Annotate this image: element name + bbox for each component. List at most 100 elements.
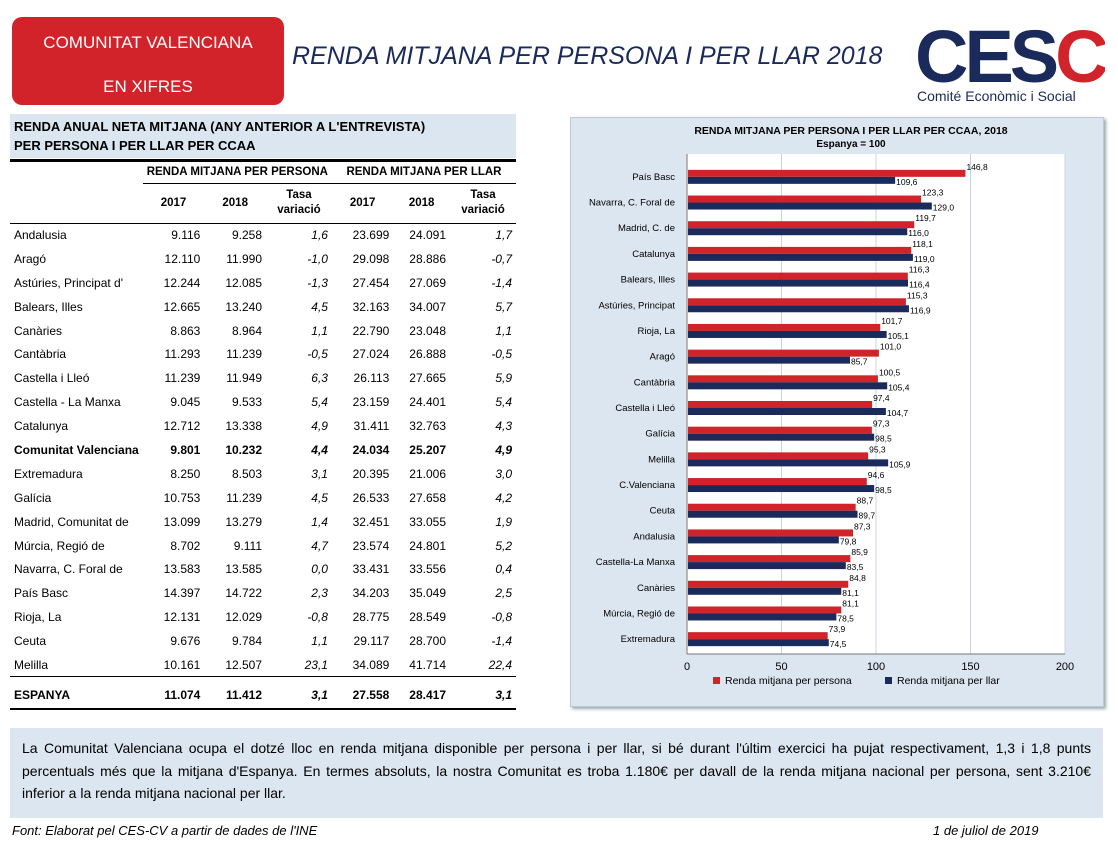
cell-p2018: 14.722 [225,586,263,601]
cell-p2017: 12.665 [163,299,201,314]
cell-l2018: 27.665 [409,371,446,386]
badge-line1: COMUNITAT VALENCIANA [43,33,253,52]
cell-name: Balears, Illes [14,299,83,314]
cell-pvar: 1,4 [311,514,328,529]
cell-l2018: 25.207 [409,442,446,457]
cell-l2018: 41.714 [409,657,446,672]
table-total-row: ESPANYA 11.074 11.412 3,1 27.558 28.417 3,1 [10,676,516,713]
cell-lvar: 0,4 [495,562,512,577]
cell-p2017: 12.712 [163,419,201,434]
data-label: 79,8 [840,536,857,546]
x-tick-label: 150 [961,661,979,673]
cell-pvar: -0,8 [307,610,328,625]
bar-persona [688,221,915,229]
bar-persona [688,452,869,460]
data-label: 97,3 [873,419,890,429]
cell-pvar: -0,5 [307,347,328,362]
category-label: País Basc [632,172,675,183]
table-row: Rioja, La 12.131 12.029 -0,8 28.775 28.549 -0,… [10,605,516,629]
cell-pvar: 1,1 [311,634,328,649]
category-label: Castella-La Manxa [596,557,676,568]
cell-l2017: 29.117 [353,634,390,649]
cell-lvar: -0,5 [491,347,512,362]
cell-name: Aragó [14,251,47,266]
cell-name: Castella - La Manxa [14,395,121,410]
cell-lvar: 5,2 [495,538,512,553]
cell-name: Castella i Lleó [14,371,90,386]
cell-name: Andalusia [14,228,67,243]
cell-p2018: 9.533 [231,395,263,410]
category-label: C.Valenciana [619,480,676,491]
cell-p2017: 10.161 [163,657,201,672]
cell-p2017: 9.801 [170,442,201,457]
cell-l2018: 28.417 [393,676,450,713]
bar-llar [688,510,858,518]
data-label: 109,6 [896,177,918,187]
cell-pvar: 4,5 [311,299,328,314]
cell-p2017: 8.702 [170,538,201,553]
data-label: 105,9 [889,459,911,469]
legend-swatch-llar [885,677,892,684]
data-label: 89,7 [859,511,876,521]
cell-l2018: 34.007 [409,299,446,314]
table-row: Castella - La Manxa 9.045 9.533 5,4 23.159 24… [10,390,516,414]
data-label: 83,5 [847,562,864,572]
data-label: 85,9 [851,547,868,557]
data-label: 81,1 [842,588,859,598]
cell-name: Rioja, La [14,610,62,625]
category-label: Aragó [650,352,675,363]
data-label: 78,5 [837,613,854,623]
table-row: Andalusia 9.116 9.258 1,6 23.699 24.091 1,7 [10,223,516,247]
data-label: 73,9 [829,624,846,634]
cell-l2018: 24.801 [409,538,446,553]
data-label: 129,0 [933,203,955,213]
x-tick-label: 100 [867,661,885,673]
cell-p2017: 11.293 [164,347,201,362]
data-label: 119,7 [915,213,936,223]
chart-subtitle: Espanya = 100 [816,139,886,150]
cell-p2018: 12.507 [225,657,263,672]
cell-p2017: 14.397 [163,586,201,601]
data-label: 116,9 [910,305,931,315]
bar-persona [688,401,873,408]
summary-note: La Comunitat Valenciana ocupa el dotzé l… [10,728,1103,818]
x-tick-label: 200 [1056,661,1074,673]
data-label: 88,7 [857,496,874,506]
cell-p2017: 8.250 [170,466,201,481]
cell-l2017: 23.574 [352,538,390,553]
col-header-2018: 2018 [393,183,450,224]
cell-l2017: 32.163 [352,299,390,314]
bar-llar [688,356,850,364]
group-header-llar: RENDA MITJANA PER LLAR [331,162,516,184]
cell-name: Navarra, C. Foral de [14,562,123,577]
bar-persona [688,478,867,486]
cell-pvar: 5,4 [311,395,328,410]
cell-name: Melilla [14,657,49,672]
cell-p2017: 9.116 [171,228,201,243]
x-tick-label: 50 [775,661,787,673]
bar-llar [688,408,886,415]
table-title: RENDA ANUAL NETA MITJANA (ANY ANTERIOR A… [10,114,516,158]
table-top-rule [10,159,516,162]
cell-name: Múrcia, Regió de [14,538,105,553]
cell-name: Canàries [14,323,63,338]
category-label: Melilla [648,454,676,465]
cell-name: Catalunya [14,419,69,434]
data-label: 87,3 [854,521,871,531]
badge-line2: EN XIFRES [103,77,193,96]
cell-l2018: 27.658 [409,490,446,505]
cell-name: Cantàbria [14,347,67,362]
table-row: Navarra, C. Foral de 13.583 13.585 0,0 33.43… [10,557,516,581]
data-label: 116,4 [909,280,930,290]
bar-persona [688,298,906,306]
cell-p2018: 8.964 [231,323,263,338]
category-label: Extremadura [621,634,676,645]
cell-l2017: 32.451 [352,514,390,529]
data-label: 105,4 [888,382,910,392]
data-label: 74,5 [830,639,847,649]
cell-name: Galícia [14,490,52,505]
publication-date: 1 de juliol de 2019 [933,823,1039,838]
cell-pvar: 4,9 [311,419,328,434]
table-row: Melilla 10.161 12.507 23,1 34.089 41.714 22,4 [10,653,516,677]
cell-l2018: 26.888 [409,347,446,362]
